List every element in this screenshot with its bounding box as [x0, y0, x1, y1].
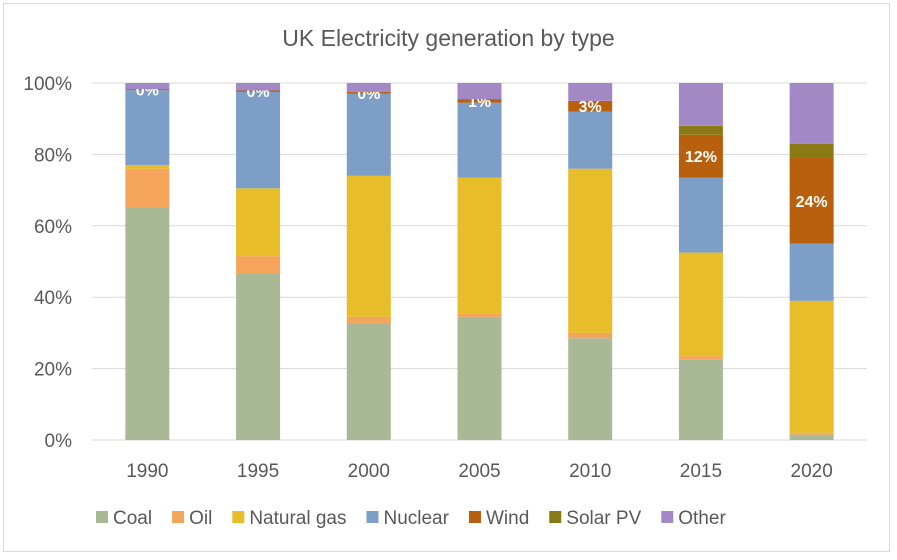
bar-segment-natural-gas [346, 175, 391, 317]
bar-segment-coal [568, 338, 613, 440]
bar-segment-nuclear [236, 91, 281, 189]
x-tick-label: 1990 [126, 461, 168, 482]
legend-label: Coal [113, 508, 152, 529]
legend-swatch-natural-gas [232, 511, 245, 523]
bar-segment-wind [236, 90, 281, 92]
bar-segment-other [457, 83, 502, 100]
bar-segment-wind [568, 100, 613, 112]
bar-segment-oil [125, 168, 170, 208]
bar-segment-wind [125, 89, 170, 91]
bar-segment-oil [346, 316, 391, 324]
bar-segment-natural-gas [125, 165, 170, 169]
legend-swatch-coal [96, 511, 108, 523]
legend-label: Natural gas [249, 508, 346, 529]
y-tick-label: 20% [34, 360, 72, 381]
legend-swatch-solar-pv [549, 511, 562, 523]
bar-segment-wind [789, 157, 834, 244]
bar-segment-oil [457, 313, 502, 317]
legend-label: Oil [189, 508, 212, 529]
bar-segment-wind [457, 99, 502, 103]
bar-segment-nuclear [568, 111, 613, 169]
legend-label: Solar PV [566, 508, 641, 529]
y-tick-label: 80% [34, 145, 72, 166]
bar-segment-solar-pv [789, 143, 834, 158]
chart-title: UK Electricity generation by type [282, 25, 615, 51]
bar-segment-solar-pv [678, 125, 723, 135]
bar-segment-coal [789, 434, 834, 440]
legend-swatch-other [661, 511, 674, 523]
bar-segment-wind [678, 134, 723, 178]
bar-segment-natural-gas [678, 252, 723, 357]
y-tick-label: 100% [23, 74, 72, 95]
bar-segment-nuclear [789, 243, 834, 301]
legend-label: Wind [486, 508, 529, 529]
bar-segment-coal [678, 359, 723, 440]
bar-segment-natural-gas [457, 177, 502, 314]
bar-segment-natural-gas [568, 168, 613, 333]
bar-segment-nuclear [457, 102, 502, 178]
legend-label: Nuclear [383, 508, 449, 529]
y-tick-label: 40% [34, 288, 72, 309]
x-tick-label: 2015 [680, 461, 722, 482]
legend-label: Other [678, 508, 726, 529]
bar-segment-natural-gas [789, 300, 834, 433]
x-tick-label: 2010 [569, 461, 611, 482]
bar-segment-nuclear [346, 93, 391, 176]
bar-segment-other [678, 83, 723, 126]
data-label: 24% [796, 194, 828, 211]
bar-segment-natural-gas [236, 188, 281, 257]
x-tick-label: 2020 [791, 461, 833, 482]
bar-segment-wind [346, 91, 391, 94]
bar-segment-oil [678, 356, 723, 360]
bar-segment-coal [236, 273, 281, 440]
legend-swatch-nuclear [366, 511, 379, 523]
x-tick-label: 1995 [237, 461, 279, 482]
bar-segment-oil [568, 332, 613, 339]
data-label: 3% [579, 99, 602, 116]
bar-segment-other [789, 83, 834, 144]
bar-segment-other [346, 83, 391, 92]
bar-segment-coal [346, 323, 391, 440]
y-tick-label: 0% [45, 431, 73, 452]
legend-swatch-wind [468, 511, 481, 523]
bar-segment-oil [236, 256, 281, 274]
x-tick-label: 2000 [348, 461, 390, 482]
bar-segment-other [236, 83, 281, 91]
bar-segment-oil [789, 432, 834, 435]
legend-swatch-oil [172, 511, 185, 523]
x-tick-label: 2005 [458, 461, 500, 482]
bar-segment-coal [125, 207, 170, 440]
bar-segment-coal [457, 316, 502, 440]
bar-segment-nuclear [678, 177, 723, 253]
bar-segment-other [125, 83, 170, 90]
bar-segment-nuclear [125, 90, 170, 166]
y-tick-label: 60% [34, 217, 72, 238]
data-label: 12% [685, 149, 717, 166]
bar-segment-other [568, 83, 613, 101]
